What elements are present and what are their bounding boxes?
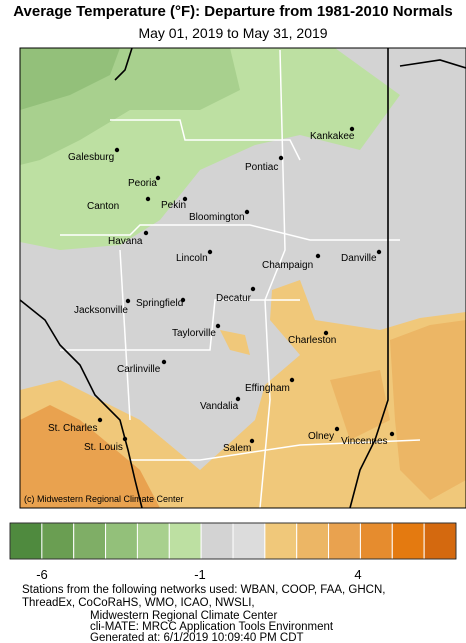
footer-line: Generated at: 6/1/2019 10:09:40 PM CDT: [90, 632, 304, 643]
city-label: St. Louis: [84, 442, 123, 453]
region-coolest: [20, 48, 120, 110]
city-dot: [145, 196, 151, 202]
city-dot: [376, 249, 382, 255]
city-dot: [349, 126, 355, 132]
legend-swatch: [168, 522, 202, 560]
title: Average Temperature (°F): Departure from…: [13, 3, 453, 20]
city-label: Bloomington: [189, 212, 245, 223]
city-dot: [278, 155, 284, 161]
map-frame: [19, 47, 466, 509]
map: (c) Midwestern Regional Climate Center: [19, 47, 466, 509]
city-label: Canton: [87, 201, 119, 212]
region-warm: [220, 330, 250, 355]
city-label: Havana: [108, 236, 143, 247]
city-dot: [289, 377, 295, 383]
city-label: Peoria: [128, 178, 157, 189]
city-dot: [244, 209, 250, 215]
city-label: Carlinville: [117, 364, 161, 375]
region-warm: [20, 280, 466, 508]
city-dot: [215, 323, 221, 329]
city-dot: [182, 196, 188, 202]
city-label: Galesburg: [68, 152, 114, 163]
city-label: Decatur: [216, 293, 252, 304]
city-label: Pontiac: [245, 162, 278, 173]
city-dot: [250, 286, 256, 292]
city-label: Pekin: [161, 200, 186, 211]
footer-line: ThreadEx, CoCoRaHS, WMO, ICAO, NWSLI,: [22, 597, 255, 609]
legend-label: -1: [194, 567, 206, 582]
legend-swatch: [136, 522, 170, 560]
city-label: Danville: [341, 253, 377, 264]
city-label: Vandalia: [200, 401, 239, 412]
city-dot: [315, 253, 321, 259]
legend-swatch: [328, 522, 361, 560]
legend-swatch: [264, 522, 298, 560]
footer-line: Stations from the following networks use…: [22, 584, 385, 596]
legend-swatch: [391, 522, 425, 560]
city-dot: [323, 330, 329, 336]
city-label: Salem: [223, 443, 251, 454]
legend-label: -6: [36, 567, 48, 582]
city-dot: [155, 175, 161, 181]
cities: Galesburg Peoria Canton Pekin Kankakee Pontia…: [48, 126, 395, 454]
footer: Stations from the following networks use…: [22, 584, 385, 643]
city-dot: [249, 438, 255, 444]
region-warmer: [390, 320, 466, 500]
city-dot: [125, 298, 131, 304]
footer-line: Midwestern Regional Climate Center: [90, 610, 277, 622]
footer-line: cli-MATE: MRCC Application Tools Environ…: [90, 621, 334, 633]
legend-swatch: [423, 522, 457, 560]
legend-swatch: [296, 522, 330, 560]
subtitle: May 01, 2019 to May 31, 2019: [138, 25, 327, 41]
city-label: Springfield: [136, 298, 183, 309]
legend-swatch: [200, 522, 234, 560]
legend: -6 -1 4: [9, 522, 457, 582]
city-dot: [114, 147, 120, 153]
city-label: Lincoln: [176, 253, 208, 264]
legend-swatch: [232, 522, 266, 560]
legend-swatch: [105, 522, 138, 560]
city-label: Charleston: [288, 335, 336, 346]
city-label: Kankakee: [310, 131, 355, 142]
city-label: Vincennes: [341, 436, 388, 447]
city-dot: [161, 359, 167, 365]
legend-label: 4: [354, 567, 361, 582]
city-label: Champaign: [262, 260, 313, 271]
city-label: Effingham: [245, 383, 290, 394]
legend-swatch: [73, 522, 107, 560]
city-dot: [180, 297, 186, 303]
legend-frame: [9, 522, 457, 560]
city-label: Olney: [308, 431, 334, 442]
credit: (c) Midwestern Regional Climate Center: [24, 494, 184, 504]
city-label: St. Charles: [48, 423, 97, 434]
city-label: Jacksonville: [74, 305, 128, 316]
city-dot: [122, 436, 128, 442]
city-label: Taylorville: [172, 328, 216, 339]
city-dot: [334, 426, 340, 432]
legend-swatch: [41, 522, 75, 560]
city-dot: [235, 396, 241, 402]
region-warmer: [20, 405, 160, 508]
legend-swatch: [9, 522, 43, 560]
region-warmer: [330, 370, 390, 440]
legend-swatch: [359, 522, 393, 560]
city-dot: [143, 230, 149, 236]
roads: [60, 49, 421, 509]
state-borders: [19, 47, 466, 509]
city-dot: [207, 249, 213, 255]
city-dot: [97, 417, 103, 423]
city-dot: [389, 431, 395, 437]
